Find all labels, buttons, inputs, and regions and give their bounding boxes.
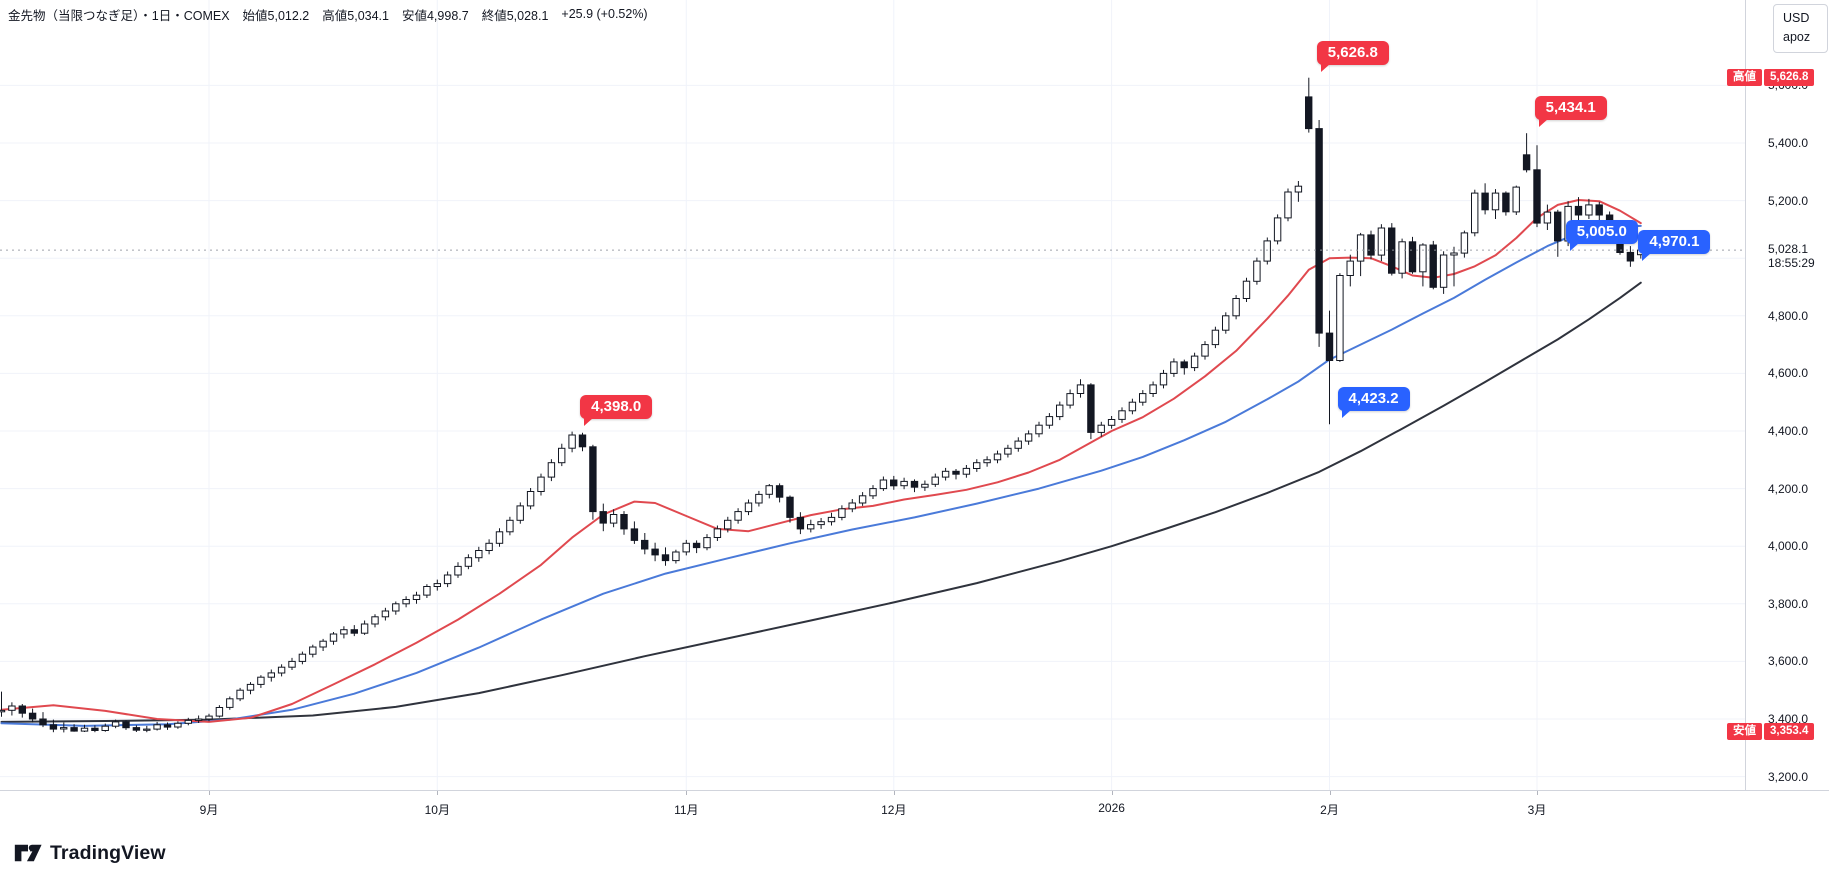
price-tick-label: 5,400.0 — [1768, 136, 1809, 150]
high-price-callout[interactable]: 5,626.8 — [1316, 40, 1389, 72]
price-tick-label: 5,200.0 — [1768, 193, 1809, 208]
unit-measure[interactable]: apoz — [1783, 30, 1811, 44]
change-value: +25.9 (+0.52%) — [561, 7, 648, 21]
tradingview-wordmark: TradingView — [50, 841, 166, 864]
price-axis[interactable]: USD apoz 5,600.05,400.05,200.04,800.04,6… — [1727, 0, 1829, 790]
period-low-badge: 安値 3,353.4 — [1727, 723, 1815, 741]
time-tick-mark — [893, 791, 895, 795]
time-tick-mark — [1537, 791, 1538, 795]
current-time-label: 18:55:29 — [1768, 256, 1815, 271]
time-tick-label: 3月 — [1527, 803, 1547, 817]
high-value: 高値5,034.1 — [322, 8, 389, 23]
current-price-label: 5,028.1 — [1768, 242, 1809, 257]
ma-black-line[interactable] — [0, 281, 1642, 723]
period-high-badge-value: 5,626.8 — [1764, 68, 1815, 86]
symbol-legend[interactable]: 金先物（当限つなぎ足）・1日・COMEX 始値5,012.2 高値5,034.1… — [8, 5, 648, 23]
price-tick-label: 4,200.0 — [1768, 481, 1809, 496]
time-tick-mark — [1111, 791, 1113, 795]
ma-blue-line[interactable] — [0, 224, 1642, 727]
price-tick-label: 4,400.0 — [1768, 424, 1809, 438]
low-price-callout[interactable]: 4,423.2 — [1337, 387, 1410, 419]
period-low-badge-caption: 安値 — [1727, 723, 1762, 741]
low-value: 安値4,998.7 — [401, 8, 469, 23]
unit-currency[interactable]: USD — [1783, 11, 1810, 25]
open-value: 始値5,012.2 — [242, 8, 310, 23]
unit-selector[interactable]: USD apoz — [1773, 4, 1828, 53]
low-price-callout[interactable]: 5,005.0 — [1565, 219, 1638, 251]
high-price-callout[interactable]: 4,398.0 — [580, 394, 653, 426]
price-tick-label: 3,600.0 — [1768, 654, 1809, 669]
time-tick-label: 2026 — [1098, 801, 1125, 815]
footer-bar: TradingView — [0, 828, 1829, 887]
period-low-badge-value: 3,353.4 — [1764, 723, 1815, 741]
time-axis[interactable]: 9月 10月 11月 12月 2026 2月 3月 — [0, 790, 1829, 829]
high-price-callout[interactable]: 5,434.1 — [1534, 96, 1607, 128]
price-tick-label: 4,800.0 — [1768, 308, 1809, 323]
price-tick-label: 4,600.0 — [1768, 366, 1809, 381]
time-tick-label: 10月 — [424, 803, 450, 817]
time-tick-label: 11月 — [674, 803, 699, 817]
time-tick-label: 9月 — [199, 803, 219, 817]
time-tick-label: 12月 — [881, 803, 907, 817]
candles-layer — [0, 77, 1645, 733]
time-tick-mark — [1329, 791, 1331, 795]
ma-red-line[interactable] — [0, 199, 1642, 723]
price-tick-label: 4,000.0 — [1768, 539, 1809, 554]
candlestick-chart[interactable] — [0, 0, 1745, 790]
tradingview-logo-icon — [14, 844, 42, 862]
price-tick-label: 3,800.0 — [1768, 596, 1809, 611]
low-price-callout[interactable]: 4,970.1 — [1638, 229, 1711, 261]
grid-layer — [0, 0, 1745, 790]
time-tick-label: 2月 — [1320, 803, 1339, 817]
period-high-badge-caption: 高値 — [1727, 68, 1762, 86]
period-high-badge: 高値 5,626.8 — [1727, 68, 1815, 86]
time-tick-mark — [686, 791, 688, 795]
close-value: 終値5,028.1 — [481, 8, 549, 23]
price-tick-label: 3,200.0 — [1768, 769, 1809, 784]
time-tick-mark — [209, 791, 210, 795]
price-tick-label: 3,400.0 — [1768, 712, 1809, 726]
symbol-title[interactable]: 金先物（当限つなぎ足）・1日・COMEX — [8, 8, 230, 23]
time-tick-mark — [437, 791, 439, 795]
tradingview-logo[interactable]: TradingView — [14, 841, 166, 865]
